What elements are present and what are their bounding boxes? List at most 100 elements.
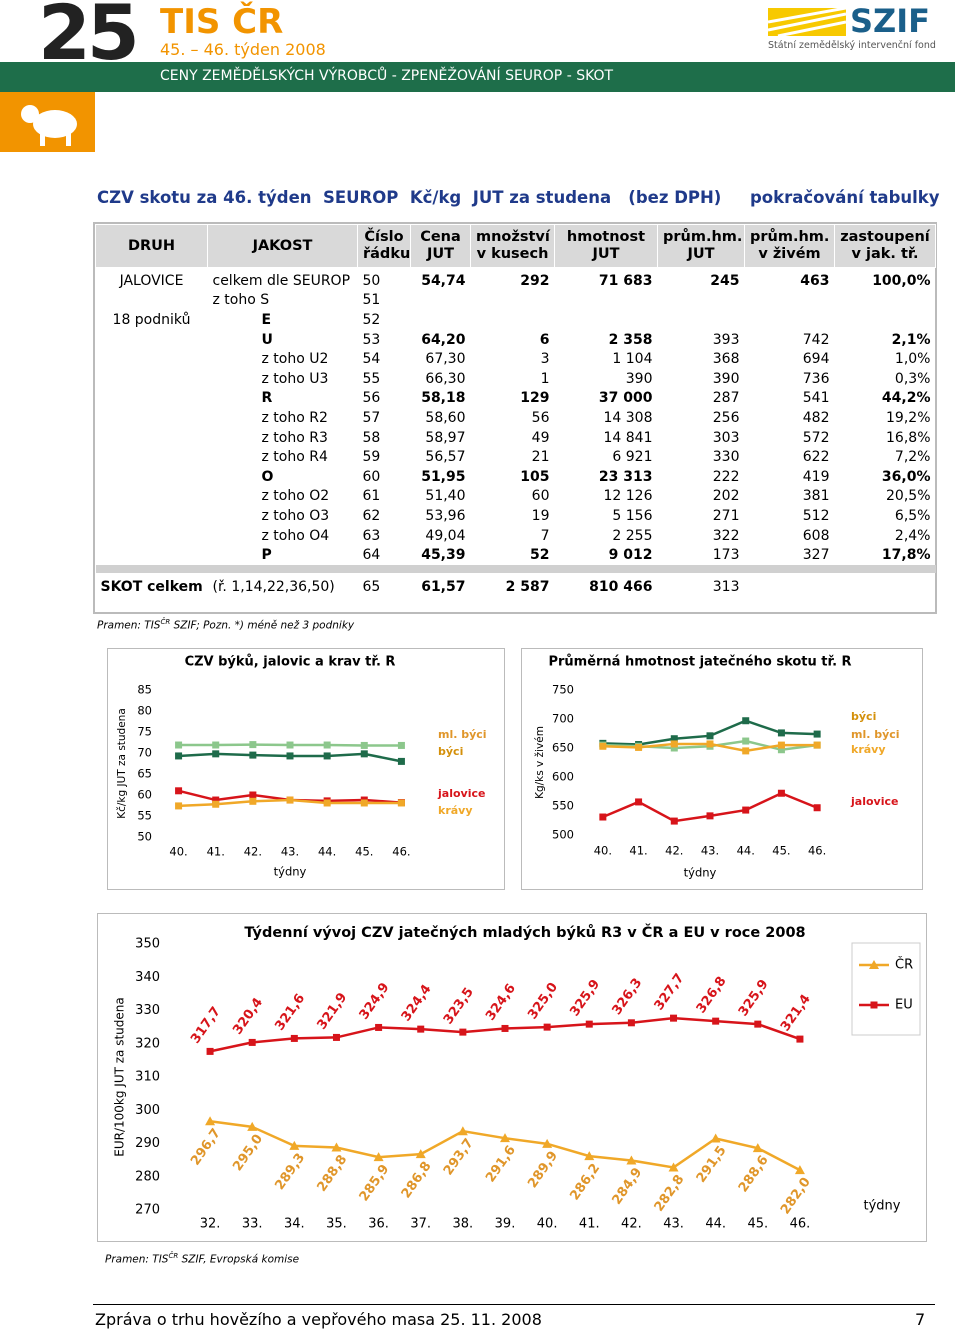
table-cell: 55	[358, 369, 411, 389]
data-point	[360, 799, 368, 807]
cell-text: 53,96	[425, 507, 466, 524]
cell-text: z toho O3	[261, 507, 330, 524]
table-cell: 53,96	[411, 506, 471, 526]
table-cell: 368	[658, 349, 745, 369]
table-cell: O	[208, 467, 358, 487]
footer-rule	[93, 1304, 935, 1305]
table-cell: 0,3%	[835, 369, 936, 389]
header-line: v živém	[758, 246, 821, 262]
table-box: DRUH JAKOST Číslo řádku Cena JUT množství v kus…	[93, 222, 937, 614]
data-label: 285,9	[357, 1162, 393, 1204]
chart-box	[107, 648, 505, 890]
source-note: Pramen: TISČR SZIF, Evropská komise	[105, 1252, 299, 1266]
cell-text: 271	[712, 507, 740, 524]
cell-text: z toho S	[212, 292, 270, 309]
legend-label: býci	[851, 710, 876, 723]
separator-cell	[95, 564, 936, 573]
data-point	[670, 817, 678, 825]
header-line: v kusech	[476, 246, 549, 262]
table-cell: 6	[471, 330, 555, 350]
table-cell	[96, 389, 208, 409]
table-cell: 45,39	[411, 545, 471, 565]
table-cell: 58,97	[411, 428, 471, 448]
cell-text: 60	[531, 488, 550, 505]
cell-text: 52	[530, 547, 550, 564]
table-row: z toho O3 62 53,96 19 5 156 271 512 6,5%	[96, 506, 936, 526]
cell-text: 327	[802, 547, 830, 564]
cell-text: 44,2%	[881, 390, 931, 407]
data-point	[206, 1047, 214, 1055]
legend-marker	[869, 960, 879, 969]
table-cell: 61,57	[411, 573, 471, 601]
table-cell: 1	[471, 369, 555, 389]
table-cell: 9 012	[555, 545, 658, 565]
data-point	[742, 806, 750, 814]
y-tick-label: 320	[135, 1036, 160, 1051]
x-tick-label: 39.	[495, 1217, 516, 1232]
data-point	[794, 1165, 805, 1175]
table-cell	[658, 291, 745, 311]
table-row: P 64 45,39 52 9 012 173 327 17,8%	[96, 545, 936, 565]
data-point	[248, 1038, 256, 1046]
table-cell: 21	[471, 447, 555, 467]
table-cell: 303	[658, 428, 745, 448]
cell-text: 51,95	[421, 468, 466, 485]
cell-text: 58,60	[425, 409, 466, 426]
legend-marker	[870, 1001, 878, 1009]
header-band	[0, 62, 955, 92]
table-cell: 60	[471, 487, 555, 507]
cell-text: z toho U3	[261, 370, 329, 387]
table-cell: 1,0%	[835, 349, 936, 369]
cell-text: E	[261, 311, 272, 328]
cell-text: JALOVICE	[119, 272, 184, 289]
y-tick-label: 330	[135, 1003, 160, 1018]
table-cell	[96, 467, 208, 487]
x-tick-label: 44.	[318, 845, 336, 859]
table-cell: 482	[745, 408, 835, 428]
subtitle: CENY ZEMĚDĚLSKÝCH VÝROBCŮ - ZPENĚŽOVÁNÍ …	[160, 68, 614, 84]
cell-text: 53	[362, 331, 381, 348]
cell-text: celkem dle SEUROP	[212, 272, 351, 289]
x-tick-label: 46.	[392, 845, 410, 859]
cell-text: 287	[712, 390, 740, 407]
data-label: 321,6	[272, 991, 308, 1033]
table-cell: 60	[358, 467, 411, 487]
table-cell: 742	[745, 330, 835, 350]
table-cell	[96, 428, 208, 448]
table-cell: 5 156	[555, 506, 658, 526]
cell-text: 36,0%	[881, 468, 931, 485]
table-cell: P	[208, 545, 358, 565]
y-tick-label: 75	[137, 725, 152, 739]
cell-text: 390	[625, 370, 653, 387]
column-header: zastoupení v jak. tř.	[834, 224, 936, 268]
cell-text: 7	[540, 527, 550, 544]
table-cell: 56	[471, 408, 555, 428]
table-cell	[96, 487, 208, 507]
data-point	[212, 796, 220, 804]
table-cell: 58,60	[411, 408, 471, 428]
table-cell	[411, 310, 471, 330]
cell-text: 0,3%	[894, 370, 931, 387]
table-cell: 44,2%	[835, 389, 936, 409]
data-label: 325,9	[736, 977, 772, 1019]
cell-text: 393	[712, 331, 740, 348]
y-tick-label: 55	[137, 809, 152, 823]
table-cell: 52	[358, 310, 411, 330]
table-cell	[96, 545, 208, 565]
cell-text: 256	[712, 409, 740, 426]
table-cell: 52	[471, 545, 555, 565]
data-label: 325,0	[525, 980, 561, 1022]
table: DRUH JAKOST Číslo řádku Cena JUT množství v kus…	[95, 224, 936, 601]
data-point	[635, 743, 643, 751]
table-cell: 512	[745, 506, 835, 526]
data-label: 293,7	[441, 1136, 477, 1178]
cell-text: R	[261, 390, 273, 407]
cell-text: 202	[712, 488, 740, 505]
x-tick-label: 43.	[663, 1217, 684, 1232]
table-cell: JALOVICE	[96, 268, 208, 291]
data-point	[668, 1162, 679, 1172]
data-point	[742, 747, 750, 755]
x-tick-label: 43.	[281, 845, 299, 859]
data-point	[742, 717, 750, 725]
table-cell: 105	[471, 467, 555, 487]
